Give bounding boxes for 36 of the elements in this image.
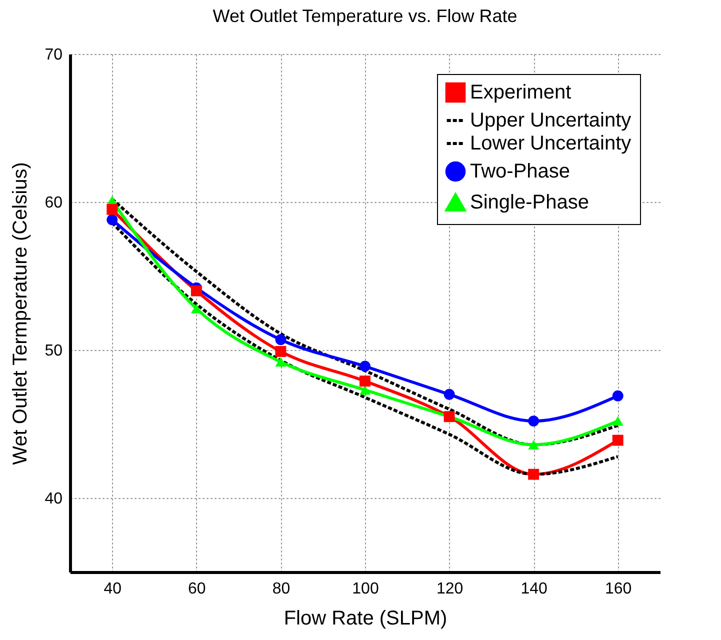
x-tick-label: 80 [272, 580, 290, 598]
point [275, 334, 286, 346]
y-axis-title: Wet Outlet Termperature (Celsius) [10, 162, 32, 465]
point [275, 346, 286, 357]
legend-label: Experiment [470, 82, 572, 104]
point [528, 468, 540, 480]
x-tick-label: 100 [352, 580, 379, 598]
point [106, 204, 118, 215]
point [360, 360, 370, 372]
point [190, 285, 202, 296]
point [612, 390, 624, 402]
point [190, 304, 202, 314]
chart-title: Wet Outlet Temperature vs. Flow Rate [212, 6, 518, 26]
x-tick-label: 140 [520, 580, 548, 598]
point [612, 434, 624, 446]
x-tick-label: 120 [436, 580, 464, 598]
legend-label: Two-Phase [470, 160, 570, 182]
x-axis-title: Flow Rate (SLPM) [284, 608, 448, 630]
point [275, 357, 286, 367]
legend-label: Lower Uncertainty [470, 132, 632, 154]
y-tick-label: 40 [44, 490, 63, 508]
y-tick-label: 60 [44, 194, 63, 212]
point [360, 385, 370, 395]
x-tick-label: 40 [104, 580, 122, 598]
legend-label: Single-Phase [470, 192, 589, 214]
point [528, 416, 540, 427]
y-tick-label: 70 [44, 46, 63, 64]
point [106, 214, 118, 226]
legend-label: Upper Uncertainty [470, 110, 632, 132]
point [360, 376, 370, 387]
point [612, 416, 624, 426]
y-tick-label: 50 [44, 342, 63, 360]
point [528, 440, 540, 450]
x-tick-label: 160 [605, 580, 632, 598]
point [444, 388, 455, 400]
x-tick-label: 60 [188, 580, 206, 598]
